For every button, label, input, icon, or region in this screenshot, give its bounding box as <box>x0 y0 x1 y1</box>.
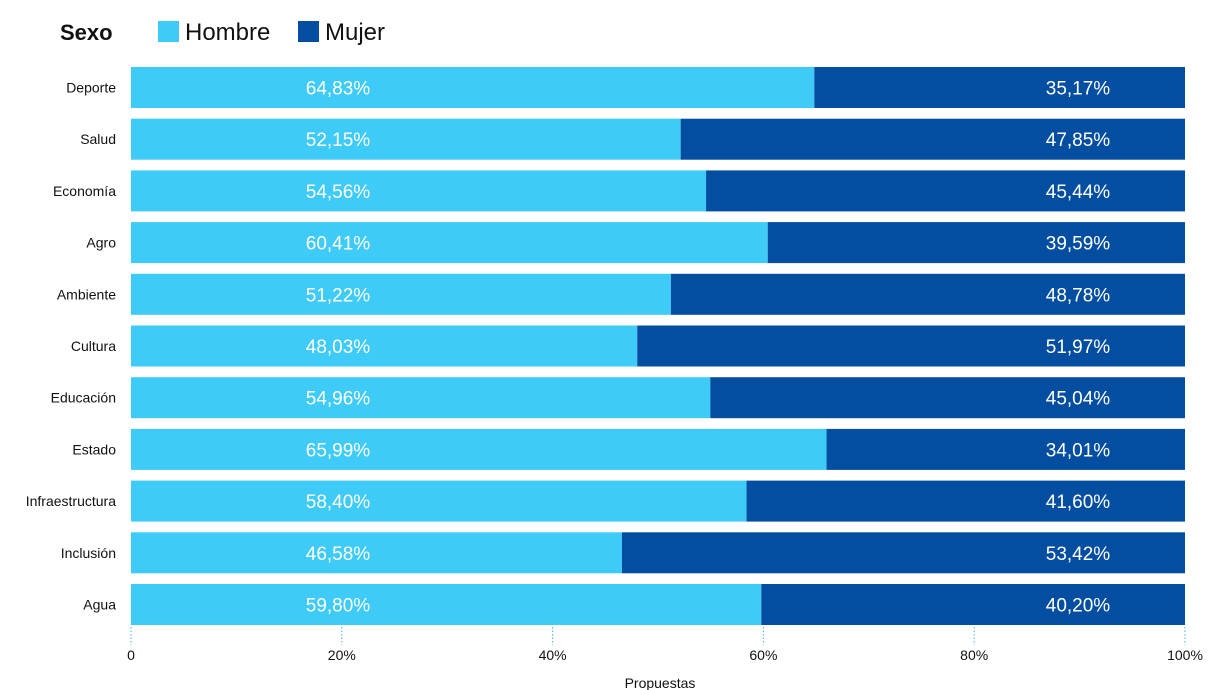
category-label-infraestructura: Infraestructura <box>26 493 116 509</box>
bar-label-inclusion-hombre: 46,58% <box>306 544 371 565</box>
x-tick-label-80: 80% <box>960 647 988 663</box>
bar-agro-hombre <box>131 222 768 264</box>
category-label-cultura: Cultura <box>71 338 116 354</box>
category-label-estado: Estado <box>72 441 116 457</box>
bar-label-estado-mujer: 34,01% <box>1046 440 1111 461</box>
bar-label-infraestructura-hombre: 58,40% <box>306 492 371 513</box>
bar-agro-mujer <box>767 222 1185 264</box>
bar-label-educacion-mujer: 45,04% <box>1046 389 1111 410</box>
category-label-deporte: Deporte <box>66 80 116 96</box>
bar-label-deporte-mujer: 35,17% <box>1046 79 1111 100</box>
legend-swatch-mujer <box>298 21 319 42</box>
bar-ambiente-mujer <box>670 273 1185 315</box>
x-tick-label-40: 40% <box>539 647 567 663</box>
bar-label-agua-hombre: 59,80% <box>306 596 371 617</box>
bar-label-economia-mujer: 45,44% <box>1046 182 1111 203</box>
bar-label-economia-hombre: 54,56% <box>306 182 371 203</box>
bar-educacion-mujer <box>710 377 1185 419</box>
bar-economia-mujer <box>706 170 1185 212</box>
bar-label-cultura-hombre: 48,03% <box>306 337 371 358</box>
bar-estado-hombre <box>131 428 827 470</box>
x-axis-title: Propuestas <box>625 675 696 690</box>
bar-label-agua-mujer: 40,20% <box>1046 596 1111 617</box>
legend-title: Sexo <box>60 20 113 45</box>
bar-cultura-hombre <box>131 325 638 367</box>
bar-label-ambiente-mujer: 48,78% <box>1046 285 1111 306</box>
bar-label-ambiente-hombre: 51,22% <box>306 285 371 306</box>
x-tick-label-60: 60% <box>749 647 777 663</box>
bar-label-inclusion-mujer: 53,42% <box>1046 544 1111 565</box>
bar-label-deporte-hombre: 64,83% <box>306 79 371 100</box>
bar-agua-hombre <box>131 584 762 625</box>
bar-label-agro-hombre: 60,41% <box>306 234 371 255</box>
legend-label-hombre: Hombre <box>185 19 270 46</box>
bar-label-estado-hombre: 65,99% <box>306 440 371 461</box>
bar-label-infraestructura-mujer: 41,60% <box>1046 492 1111 513</box>
bar-label-educacion-hombre: 54,96% <box>306 389 371 410</box>
x-axis-tick-labels: 0 20% 40% 60% 80% 100% <box>127 647 1203 663</box>
x-tick-label-0: 0 <box>127 647 135 663</box>
bar-ambiente-hombre <box>131 273 671 315</box>
bars <box>131 67 1185 625</box>
bar-label-cultura-mujer: 51,97% <box>1046 337 1111 358</box>
legend: Sexo Hombre Mujer <box>60 19 385 46</box>
legend-label-mujer: Mujer <box>325 19 385 46</box>
bar-agua-mujer <box>761 584 1185 625</box>
bar-estado-mujer <box>826 428 1185 470</box>
category-label-agro: Agro <box>86 235 116 251</box>
x-axis-ticks <box>130 627 1186 645</box>
bar-cultura-mujer <box>637 325 1185 367</box>
bar-inclusion-hombre <box>131 532 622 574</box>
category-label-agua: Agua <box>83 597 116 613</box>
bar-salud-mujer <box>680 118 1185 160</box>
x-tick-label-100: 100% <box>1167 647 1203 663</box>
bar-infraestructura-hombre <box>131 480 747 522</box>
legend-swatch-hombre <box>158 21 179 42</box>
category-labels: Deporte Salud Economía Agro Ambiente Cultura E… <box>26 80 116 613</box>
category-label-inclusion: Inclusión <box>61 545 116 561</box>
bar-label-agro-mujer: 39,59% <box>1046 234 1111 255</box>
bar-salud-hombre <box>131 118 681 160</box>
category-label-educacion: Educación <box>51 390 116 406</box>
x-tick-label-20: 20% <box>328 647 356 663</box>
category-label-ambiente: Ambiente <box>57 286 116 302</box>
bar-infraestructura-mujer <box>746 480 1185 522</box>
bar-deporte-mujer <box>814 67 1185 108</box>
bar-label-salud-mujer: 47,85% <box>1046 130 1111 151</box>
bar-label-salud-hombre: 52,15% <box>306 130 371 151</box>
category-label-salud: Salud <box>80 131 116 147</box>
category-label-economia: Economía <box>53 183 116 199</box>
bar-value-labels: 64,83% 35,17% 52,15% 47,85% 54,56% 45,44% 60,4… <box>306 79 1111 617</box>
bar-inclusion-mujer <box>621 532 1185 574</box>
bar-educacion-hombre <box>131 377 711 419</box>
bar-economia-hombre <box>131 170 707 212</box>
bar-deporte-hombre <box>131 67 815 108</box>
